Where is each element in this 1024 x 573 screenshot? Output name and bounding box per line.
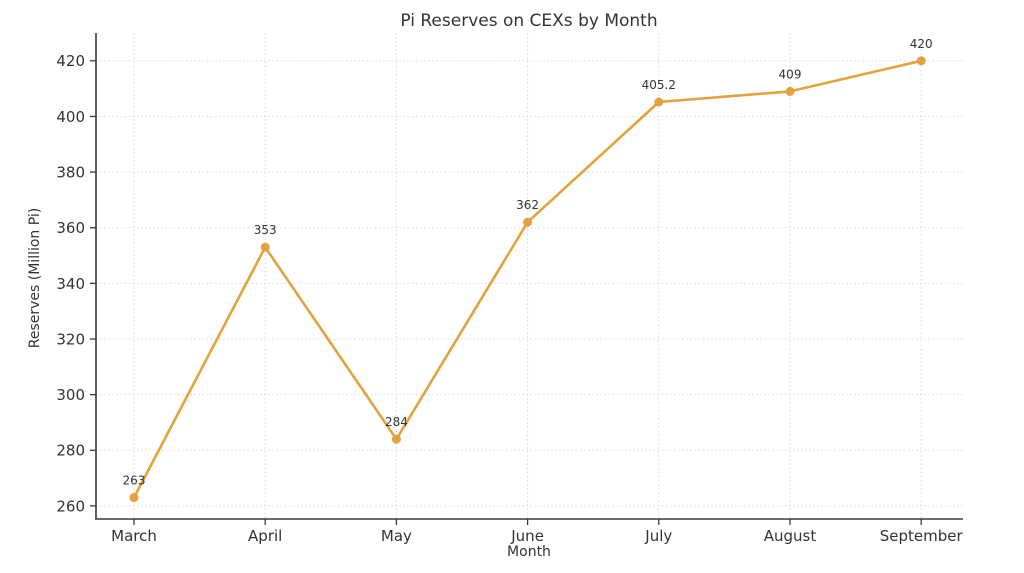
y-tick-label: 280: [56, 442, 85, 460]
data-point-label: 362: [516, 198, 539, 212]
data-point-label: 409: [779, 67, 802, 81]
data-point: [654, 97, 664, 107]
y-tick-label: 360: [56, 219, 85, 237]
data-point: [523, 217, 533, 227]
data-labels: 263 353 284 362 405.2 409 420: [123, 37, 933, 488]
x-tick-label: June: [510, 527, 544, 545]
y-tick-label: 340: [56, 275, 85, 293]
x-tick-label: July: [644, 527, 672, 545]
x-axis-title: Month: [507, 544, 551, 560]
x-tick-label: April: [248, 527, 282, 545]
data-point: [260, 242, 270, 252]
data-point-label: 263: [123, 474, 146, 488]
data-point: [785, 86, 795, 96]
y-tick-label: 400: [56, 108, 85, 126]
chart-title: Pi Reserves on CEXs by Month: [400, 11, 657, 31]
axes: 260 280 300 320 340 360 380 400 420 March April May…: [56, 33, 963, 545]
data-point-label: 284: [385, 415, 408, 429]
x-tick-label: May: [381, 527, 412, 545]
y-tick-label: 320: [56, 330, 85, 348]
data-point: [129, 493, 139, 503]
data-point-label: 420: [910, 37, 933, 51]
data-point: [391, 434, 401, 444]
data-point-label: 405.2: [642, 78, 676, 92]
x-tick-label: September: [880, 527, 964, 545]
data-point: [916, 56, 926, 66]
y-tick-label: 420: [56, 52, 85, 70]
x-tick-label: August: [764, 527, 817, 545]
y-tick-label: 380: [56, 163, 85, 181]
gridlines: [96, 33, 963, 519]
y-tick-label: 260: [56, 497, 85, 515]
data-point-label: 353: [254, 223, 277, 237]
y-tick-label: 300: [56, 386, 85, 404]
x-tick-label: March: [111, 527, 157, 545]
data-series: [129, 56, 926, 503]
y-axis-title: Reserves (Million Pi): [27, 208, 43, 349]
